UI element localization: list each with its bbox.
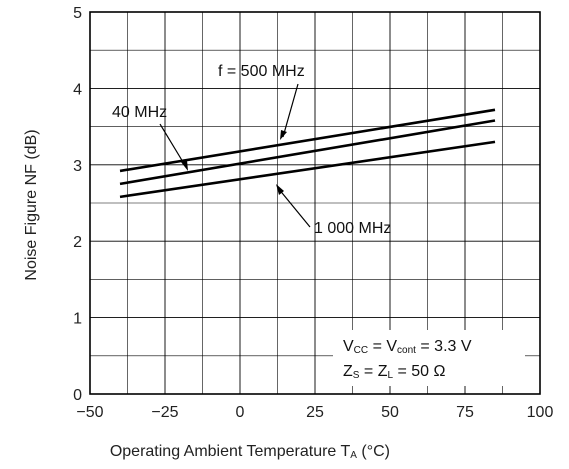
pointer-arrow-500mhz (282, 83, 299, 138)
x-tick-label: 0 (236, 404, 245, 421)
series-labels: f = 500 MHz 40 MHz 1 000 MHz (112, 63, 391, 237)
pointer-arrowhead-500mhz (280, 130, 287, 140)
y-tick-label: 1 (73, 311, 82, 328)
series-label-1000mhz: 1 000 MHz (314, 220, 391, 237)
pointer-arrow-40mhz (159, 123, 187, 168)
y-tick-label: 4 (73, 81, 82, 98)
x-tick-label: 50 (381, 404, 399, 421)
y-tick-label: 0 (73, 387, 82, 404)
series-label-40mhz: 40 MHz (112, 104, 167, 121)
y-axis-title: Noise Figure NF (dB) (23, 129, 40, 280)
y-tick-label: 5 (73, 5, 82, 22)
plot-frame (89, 11, 541, 395)
y-tick-label: 3 (73, 158, 82, 175)
series-line-40mhz (119, 119, 496, 186)
x-axis-title: Operating Ambient Temperature TA (°C) (110, 443, 390, 461)
pointer-arrow-1000mhz (277, 187, 311, 228)
conditions-line-impedance: ZS = ZL = 50 Ω (343, 363, 446, 381)
y-tick-label: 2 (73, 234, 82, 251)
x-tick-label: −25 (151, 404, 178, 421)
tick-labels: −50 −25 0 25 50 75 100 0 1 2 3 4 5 (73, 5, 553, 421)
x-tick-label: 25 (306, 404, 324, 421)
x-tick-label: 75 (456, 404, 474, 421)
conditions-line-vcc: VCC = Vcont = 3.3 V (343, 338, 472, 356)
series-label-500mhz: f = 500 MHz (218, 63, 305, 80)
test-conditions: VCC = Vcont = 3.3 V ZS = ZL = 50 Ω (333, 330, 525, 386)
conditions-background (333, 330, 525, 386)
pointer-arrowhead-1000mhz (276, 184, 284, 195)
series-line-1000mhz (119, 140, 496, 199)
x-tick-label: −50 (76, 404, 103, 421)
x-tick-label: 100 (527, 404, 554, 421)
pointer-arrowhead-40mhz (181, 160, 188, 171)
